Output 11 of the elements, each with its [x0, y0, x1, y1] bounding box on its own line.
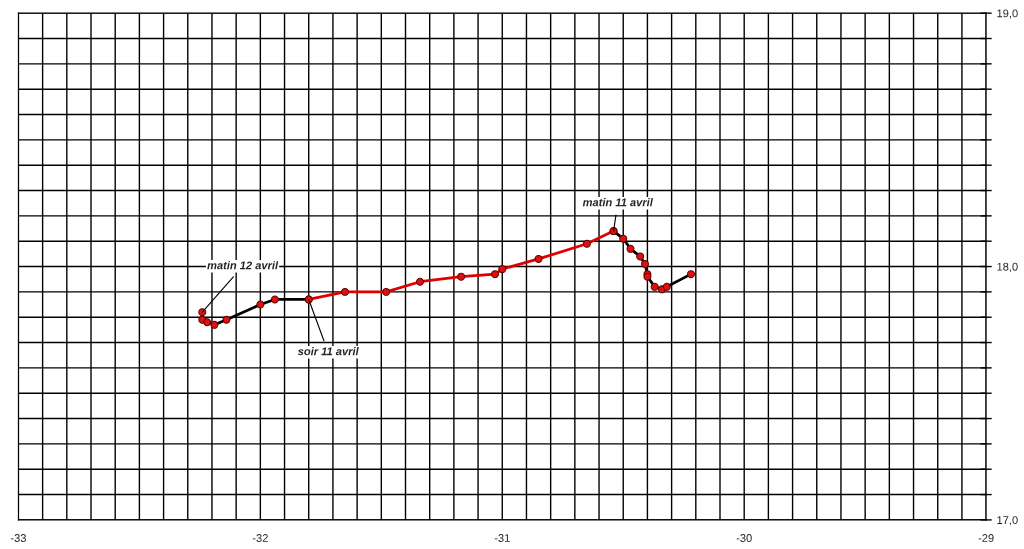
x-tick-label: -29 [978, 534, 994, 542]
x-tick-label: -33 [10, 534, 26, 542]
annotation: soir 11 avril [297, 347, 359, 356]
annotation: matin 11 avril [582, 198, 654, 207]
x-tick-label: -31 [494, 534, 510, 542]
y-tick-label: 19,0 [997, 9, 1018, 19]
y-tick-label: 18,0 [997, 262, 1018, 272]
annotation: matin 12 avril [207, 261, 279, 270]
y-tick-label: 17,0 [997, 516, 1018, 526]
x-tick-label: -32 [252, 534, 268, 542]
x-tick-label: -30 [736, 534, 752, 542]
